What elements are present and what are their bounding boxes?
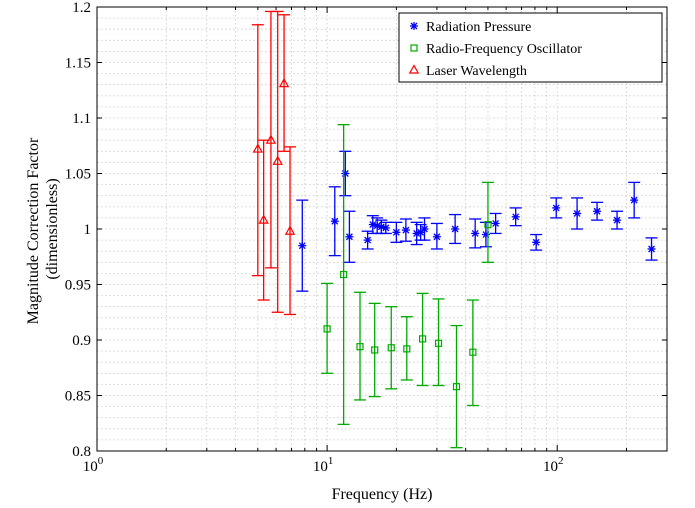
error-bar [257, 139, 270, 301]
series-triangle [251, 10, 297, 316]
x-axis-label: Frequency (Hz) [332, 486, 433, 503]
data-point [341, 169, 350, 178]
x-tick-label: 102 [543, 455, 564, 475]
series-square [321, 124, 494, 449]
legend-item: Radiation Pressure [410, 20, 531, 35]
y-axis-label-line-2: (dimensionless) [44, 178, 61, 279]
error-bar [450, 324, 463, 449]
data-point [403, 345, 411, 353]
data-point [252, 143, 264, 153]
error-bar [400, 316, 413, 381]
x-tick-label-base: 10 [313, 459, 328, 475]
error-bar [337, 124, 350, 426]
x-tick-label-exponent: 0 [98, 455, 104, 467]
legend-label: Laser Wavelength [426, 64, 527, 79]
legend-item: Radio-Frequency Oscillator [410, 42, 582, 57]
y-axis-label-line-1: Magnitude Correction Factor [25, 137, 42, 324]
y-tick-label: 0.8 [72, 444, 91, 460]
data-point [613, 216, 622, 225]
data-point [284, 225, 296, 235]
error-bar [432, 298, 445, 387]
data-point [381, 223, 390, 232]
data-point [278, 77, 290, 88]
y-tick-label: 1.1 [72, 111, 91, 127]
data-point [323, 325, 331, 333]
data-point [593, 207, 602, 216]
data-series [251, 10, 658, 449]
error-bar [368, 302, 381, 398]
y-tick-label: 0.95 [65, 278, 91, 294]
y-axis-label: Magnitude Correction Factor (dimensionle… [25, 134, 61, 325]
x-tick-label-exponent: 2 [558, 455, 564, 467]
data-point [491, 219, 500, 228]
error-bar [271, 10, 284, 313]
data-point [392, 228, 401, 237]
data-point [345, 232, 354, 241]
x-tick-label-exponent: 1 [328, 455, 334, 467]
y-tick-label: 0.9 [72, 333, 91, 349]
data-point [363, 236, 372, 245]
data-point [532, 238, 541, 247]
data-point [387, 344, 395, 352]
error-bar [466, 299, 479, 407]
legend-marker [410, 44, 418, 52]
error-bar [416, 292, 429, 387]
data-point [434, 339, 443, 347]
data-point [340, 270, 348, 279]
legend-marker [410, 22, 418, 30]
data-point [330, 217, 339, 226]
error-bar [354, 291, 367, 401]
plot-frame [96, 6, 668, 452]
y-tick-label: 1.2 [72, 0, 91, 16]
data-point [432, 232, 441, 241]
error-bar [284, 146, 297, 316]
y-tick-label: 0.85 [65, 389, 91, 405]
legend-marker [408, 64, 420, 74]
error-bar [481, 181, 494, 263]
data-point [356, 343, 364, 351]
data-point [452, 383, 461, 391]
x-tick-label: 101 [313, 455, 334, 475]
data-point [258, 214, 269, 224]
error-bar [278, 14, 291, 152]
data-point [418, 335, 427, 343]
data-point [484, 220, 492, 229]
data-point [420, 225, 429, 233]
y-tick-label: 1.15 [65, 56, 91, 72]
x-tick-label: 100 [83, 455, 104, 475]
data-point [630, 196, 639, 205]
data-point [469, 348, 477, 356]
data-point [371, 346, 379, 354]
data-point [471, 229, 480, 238]
x-tick-label-base: 10 [83, 459, 98, 475]
error-bar [321, 282, 334, 374]
legend: Radiation Pressure Radio-Frequency Oscill… [398, 12, 663, 83]
x-tick-label-base: 10 [543, 459, 558, 475]
series-asterisk [296, 150, 658, 292]
legend-item: Laser Wavelength [408, 64, 527, 79]
legend-label: Radio-Frequency Oscillator [426, 42, 582, 57]
legend-box [398, 12, 663, 83]
y-tick-label: 1.05 [65, 167, 91, 183]
data-point [511, 212, 520, 221]
data-point [552, 203, 561, 212]
error-bar [385, 306, 398, 390]
data-point [298, 241, 307, 250]
data-point [647, 244, 656, 253]
legend-label: Radiation Pressure [426, 20, 531, 35]
data-point [265, 134, 277, 144]
y-tick-label: 1 [84, 222, 92, 238]
error-bar [251, 24, 264, 277]
data-point [451, 225, 460, 233]
data-point [272, 155, 283, 165]
data-point [573, 209, 582, 218]
data-point [481, 230, 490, 239]
data-point [401, 226, 410, 235]
